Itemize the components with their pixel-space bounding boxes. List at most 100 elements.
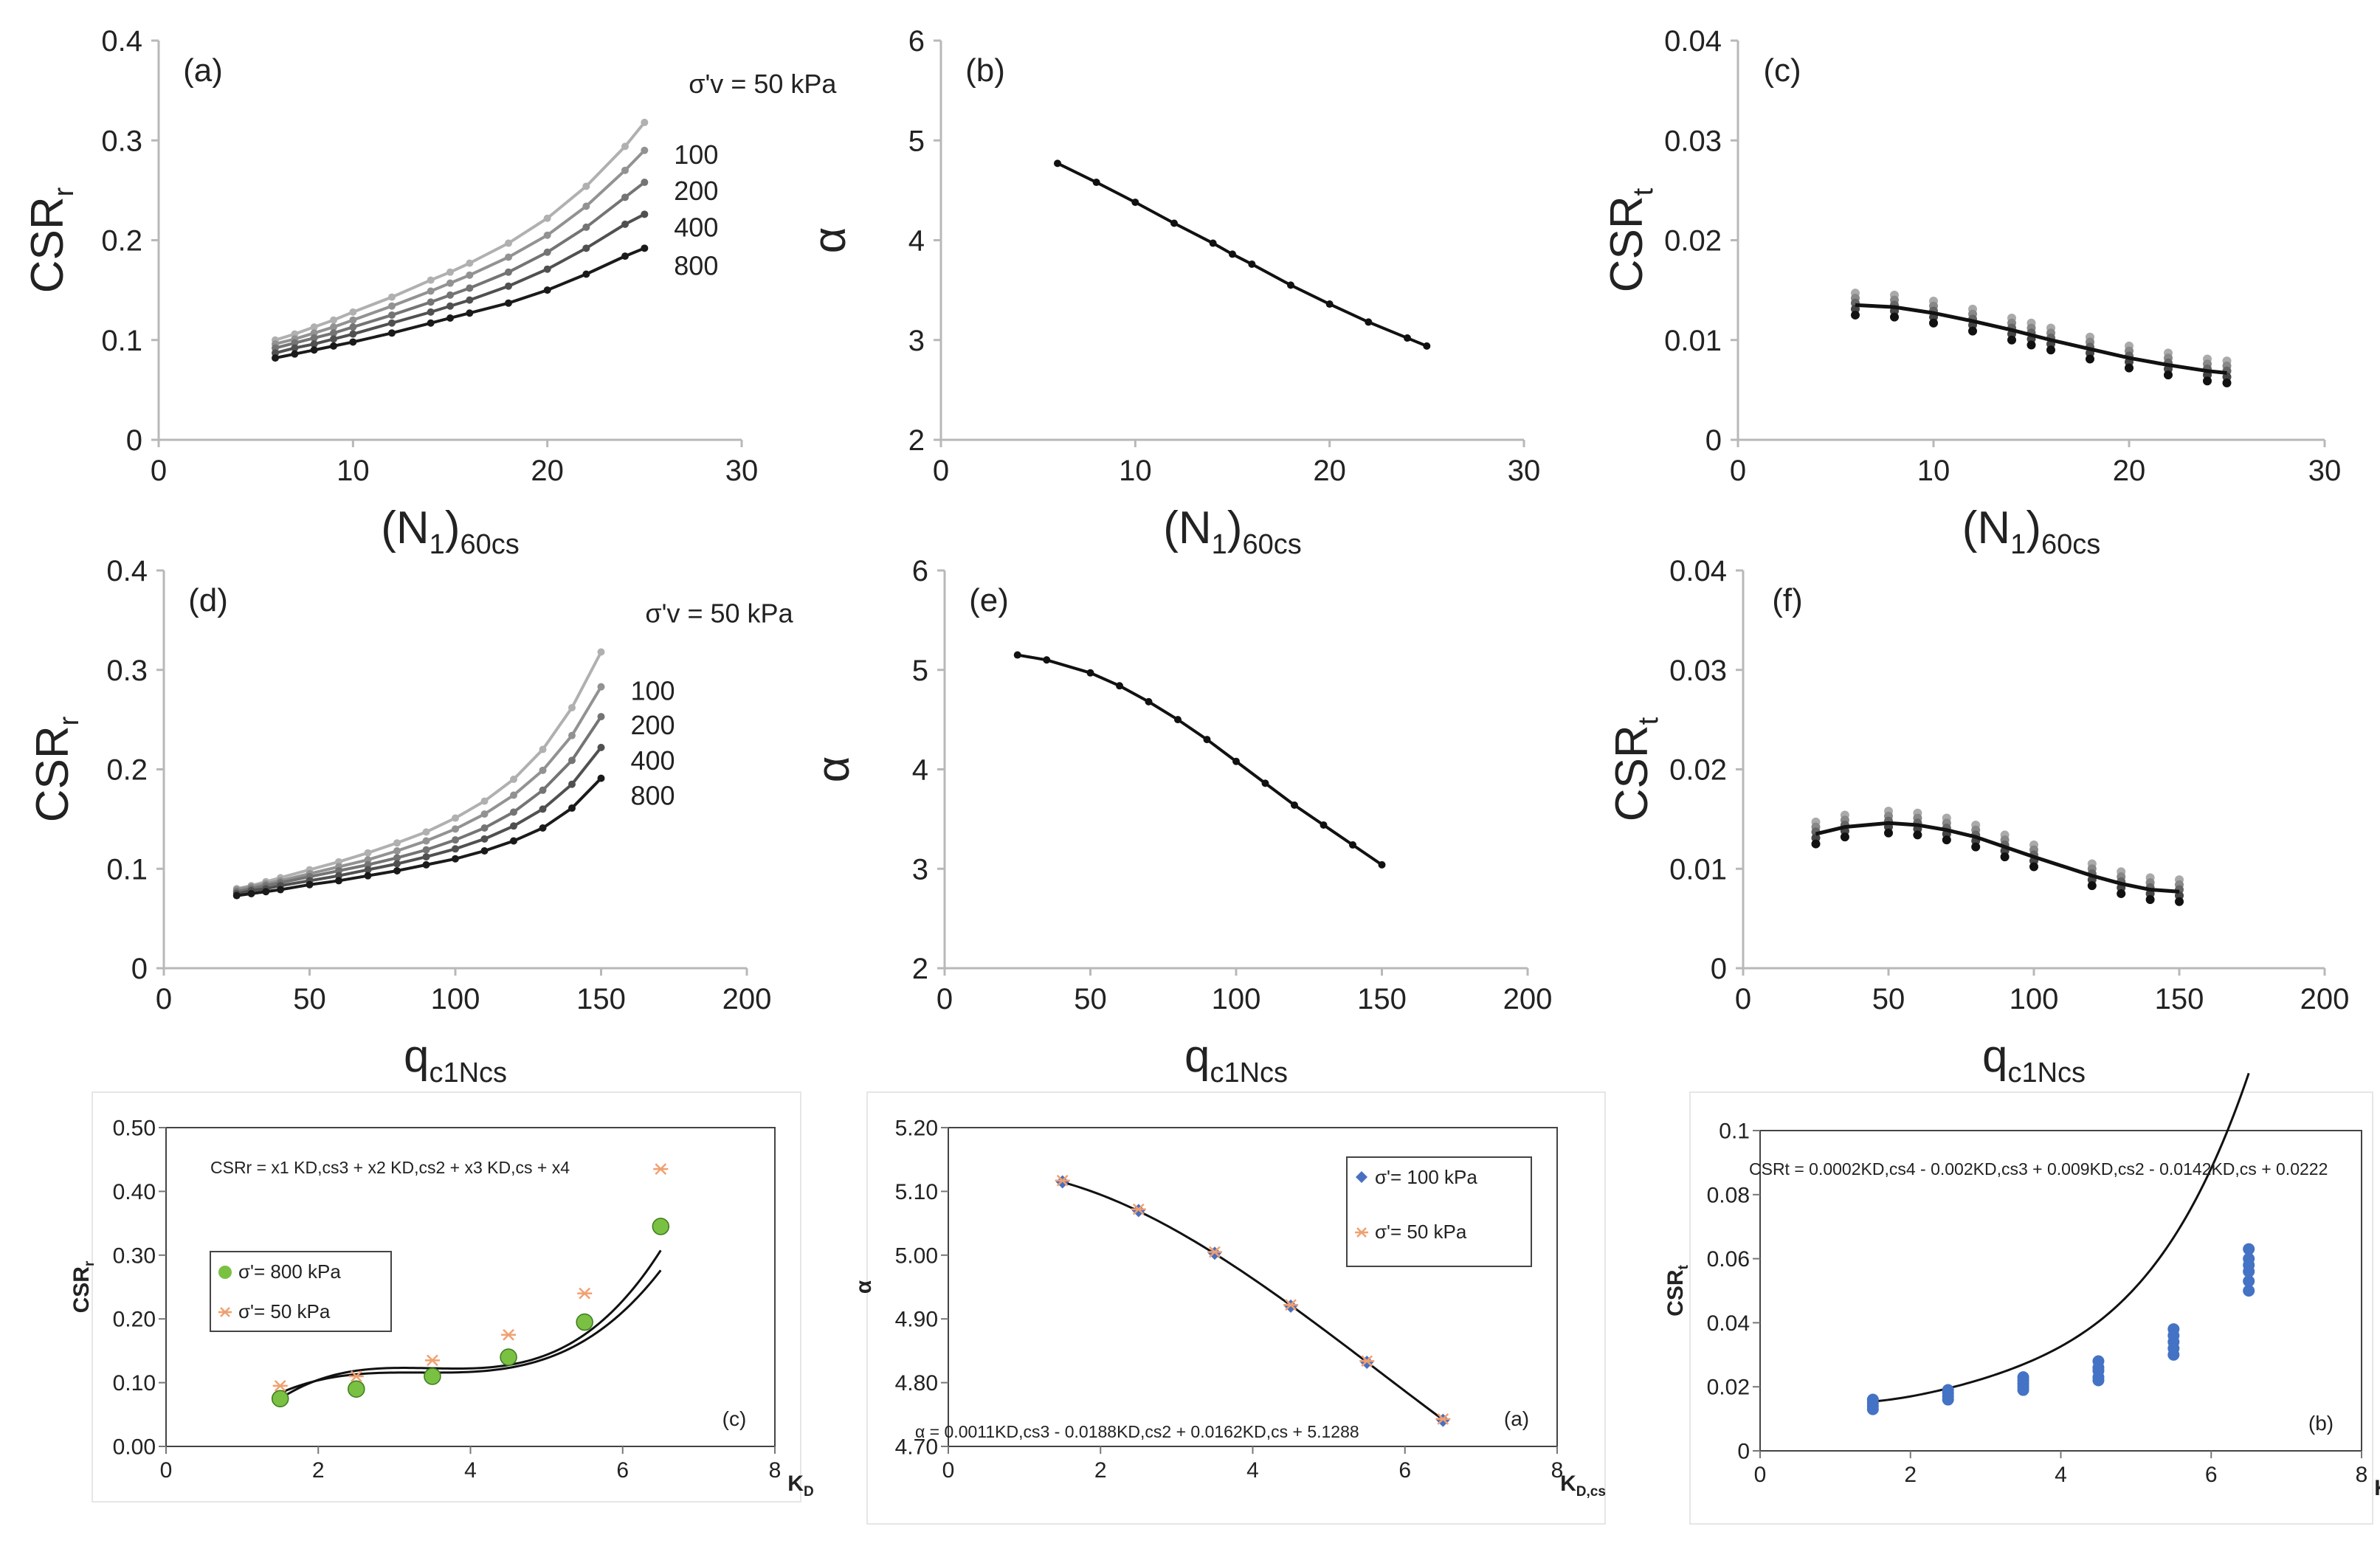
series-annotation: 400 <box>630 745 675 776</box>
x-tick-label: 50 <box>293 983 326 1015</box>
label-text: CSR <box>69 1266 94 1314</box>
data-point <box>500 1348 517 1366</box>
legend-marker <box>218 1307 232 1317</box>
data-point <box>582 223 590 231</box>
panel-label: (a) <box>1504 1407 1529 1430</box>
series-annotation: 800 <box>630 781 675 811</box>
data-point <box>2017 1371 2029 1384</box>
data-point <box>597 683 605 691</box>
label-subscript: t <box>1676 1264 1691 1269</box>
data-point <box>393 854 401 862</box>
fit-curve <box>280 1269 662 1394</box>
star-stroke <box>220 1307 230 1317</box>
x-tick-label: 0 <box>1730 455 1746 487</box>
chart-panel-d: 0 0.1 0.2 0.3 0.4 0 50 100 150 200 (d) CSRr qc1Ncs σ'… <box>27 555 794 1089</box>
data-point <box>2046 345 2055 355</box>
data-point <box>349 316 357 324</box>
x-tick-label: 4 <box>464 1458 477 1483</box>
label-text: CSR <box>1663 1269 1688 1317</box>
data-point <box>1378 860 1386 869</box>
panel-label: (c) <box>722 1407 747 1430</box>
data-point <box>466 296 474 304</box>
star-stroke <box>427 1354 438 1367</box>
data-point <box>2125 363 2134 373</box>
data-point <box>348 1370 364 1382</box>
label-text: K <box>2374 1476 2380 1500</box>
data-point <box>422 828 430 836</box>
data-point <box>1145 697 1153 705</box>
y-axis-label: CSRt <box>1663 1264 1691 1316</box>
data-point <box>2164 370 2173 380</box>
data-point <box>393 846 401 855</box>
data-point <box>480 810 489 818</box>
data-point <box>466 271 474 279</box>
data-point <box>653 1163 669 1176</box>
x-axis-label: KD <box>2374 1476 2380 1504</box>
data-point <box>349 338 357 346</box>
data-point <box>364 849 372 857</box>
fit-curve <box>1815 821 2180 894</box>
data-point <box>330 342 337 350</box>
data-point <box>1203 736 1211 744</box>
chart-panel-i: 0 0.02 0.04 0.06 0.08 0.1 0 2 4 6 8 (b) CSRt KD CSRt =… <box>1663 1072 2380 1525</box>
label-text: α <box>808 756 859 783</box>
x-tick-label: 100 <box>431 983 480 1015</box>
data-point <box>422 837 430 845</box>
label-subscript: D <box>804 1484 814 1500</box>
data-point <box>501 1328 517 1341</box>
data-point <box>1942 835 1951 845</box>
x-tick-label: 20 <box>1313 455 1346 487</box>
star-stroke <box>1437 1412 1449 1425</box>
data-point <box>393 839 401 847</box>
series-annotation: 100 <box>630 676 675 706</box>
data-point <box>621 166 629 174</box>
star-stroke <box>1132 1203 1145 1215</box>
data-point <box>2243 1243 2255 1255</box>
y-axis-label: CSRt <box>1601 187 1659 292</box>
panel-label: (f) <box>1772 582 1803 618</box>
data-point <box>232 891 241 900</box>
y-tick-label: 0.50 <box>113 1117 156 1141</box>
data-point <box>1320 821 1328 829</box>
data-point <box>310 340 318 348</box>
label-subscript: 1 <box>430 529 445 560</box>
series-line <box>1057 162 1428 348</box>
data-point <box>1209 239 1217 247</box>
y-tick-label: 5 <box>908 125 925 157</box>
data-point <box>330 329 337 337</box>
label-text: ) <box>445 503 461 553</box>
y-tick-label: 4 <box>908 225 925 258</box>
x-tick-label: 50 <box>1074 983 1107 1015</box>
data-point <box>568 703 576 711</box>
data-point <box>480 846 489 855</box>
x-tick-label: 2 <box>1094 1458 1107 1483</box>
x-tick-label: 150 <box>2155 983 2204 1015</box>
label-text: q <box>1184 1031 1210 1082</box>
panel-label: (e) <box>969 582 1009 618</box>
label-text: CSR <box>27 725 78 822</box>
y-axis-label: α <box>804 227 855 254</box>
data-point <box>1929 318 1938 328</box>
data-point <box>2092 1355 2105 1367</box>
label-subscript: 60cs <box>2041 529 2100 560</box>
data-point <box>2222 378 2232 387</box>
data-point <box>1404 334 1411 342</box>
data-point <box>1349 841 1356 849</box>
series-annotation: σ'v = 50 kPa <box>645 598 793 628</box>
y-tick-label: 5.10 <box>895 1180 938 1204</box>
label-subscript: r <box>54 716 85 725</box>
x-tick-label: 8 <box>1551 1458 1564 1483</box>
data-point <box>452 814 459 822</box>
y-tick-label: 0.04 <box>1669 555 1727 587</box>
data-point <box>539 786 547 794</box>
chart-panel-g: 0.00 0.10 0.20 0.30 0.40 0.50 0 2 4 6 8 (c) CSRr KD CS… <box>69 1091 814 1503</box>
chart-panel-c: 0 0.01 0.02 0.03 0.04 0 10 20 30 (c) CSRt (N1)60cs <box>1601 25 2341 560</box>
label-text: K <box>1560 1472 1576 1496</box>
data-point <box>505 253 512 261</box>
data-point <box>621 142 629 151</box>
y-tick-label: 3 <box>908 325 925 357</box>
data-point <box>597 713 605 721</box>
data-point <box>1232 757 1240 765</box>
x-tick-label: 6 <box>1398 1458 1411 1483</box>
data-point <box>1170 219 1178 227</box>
